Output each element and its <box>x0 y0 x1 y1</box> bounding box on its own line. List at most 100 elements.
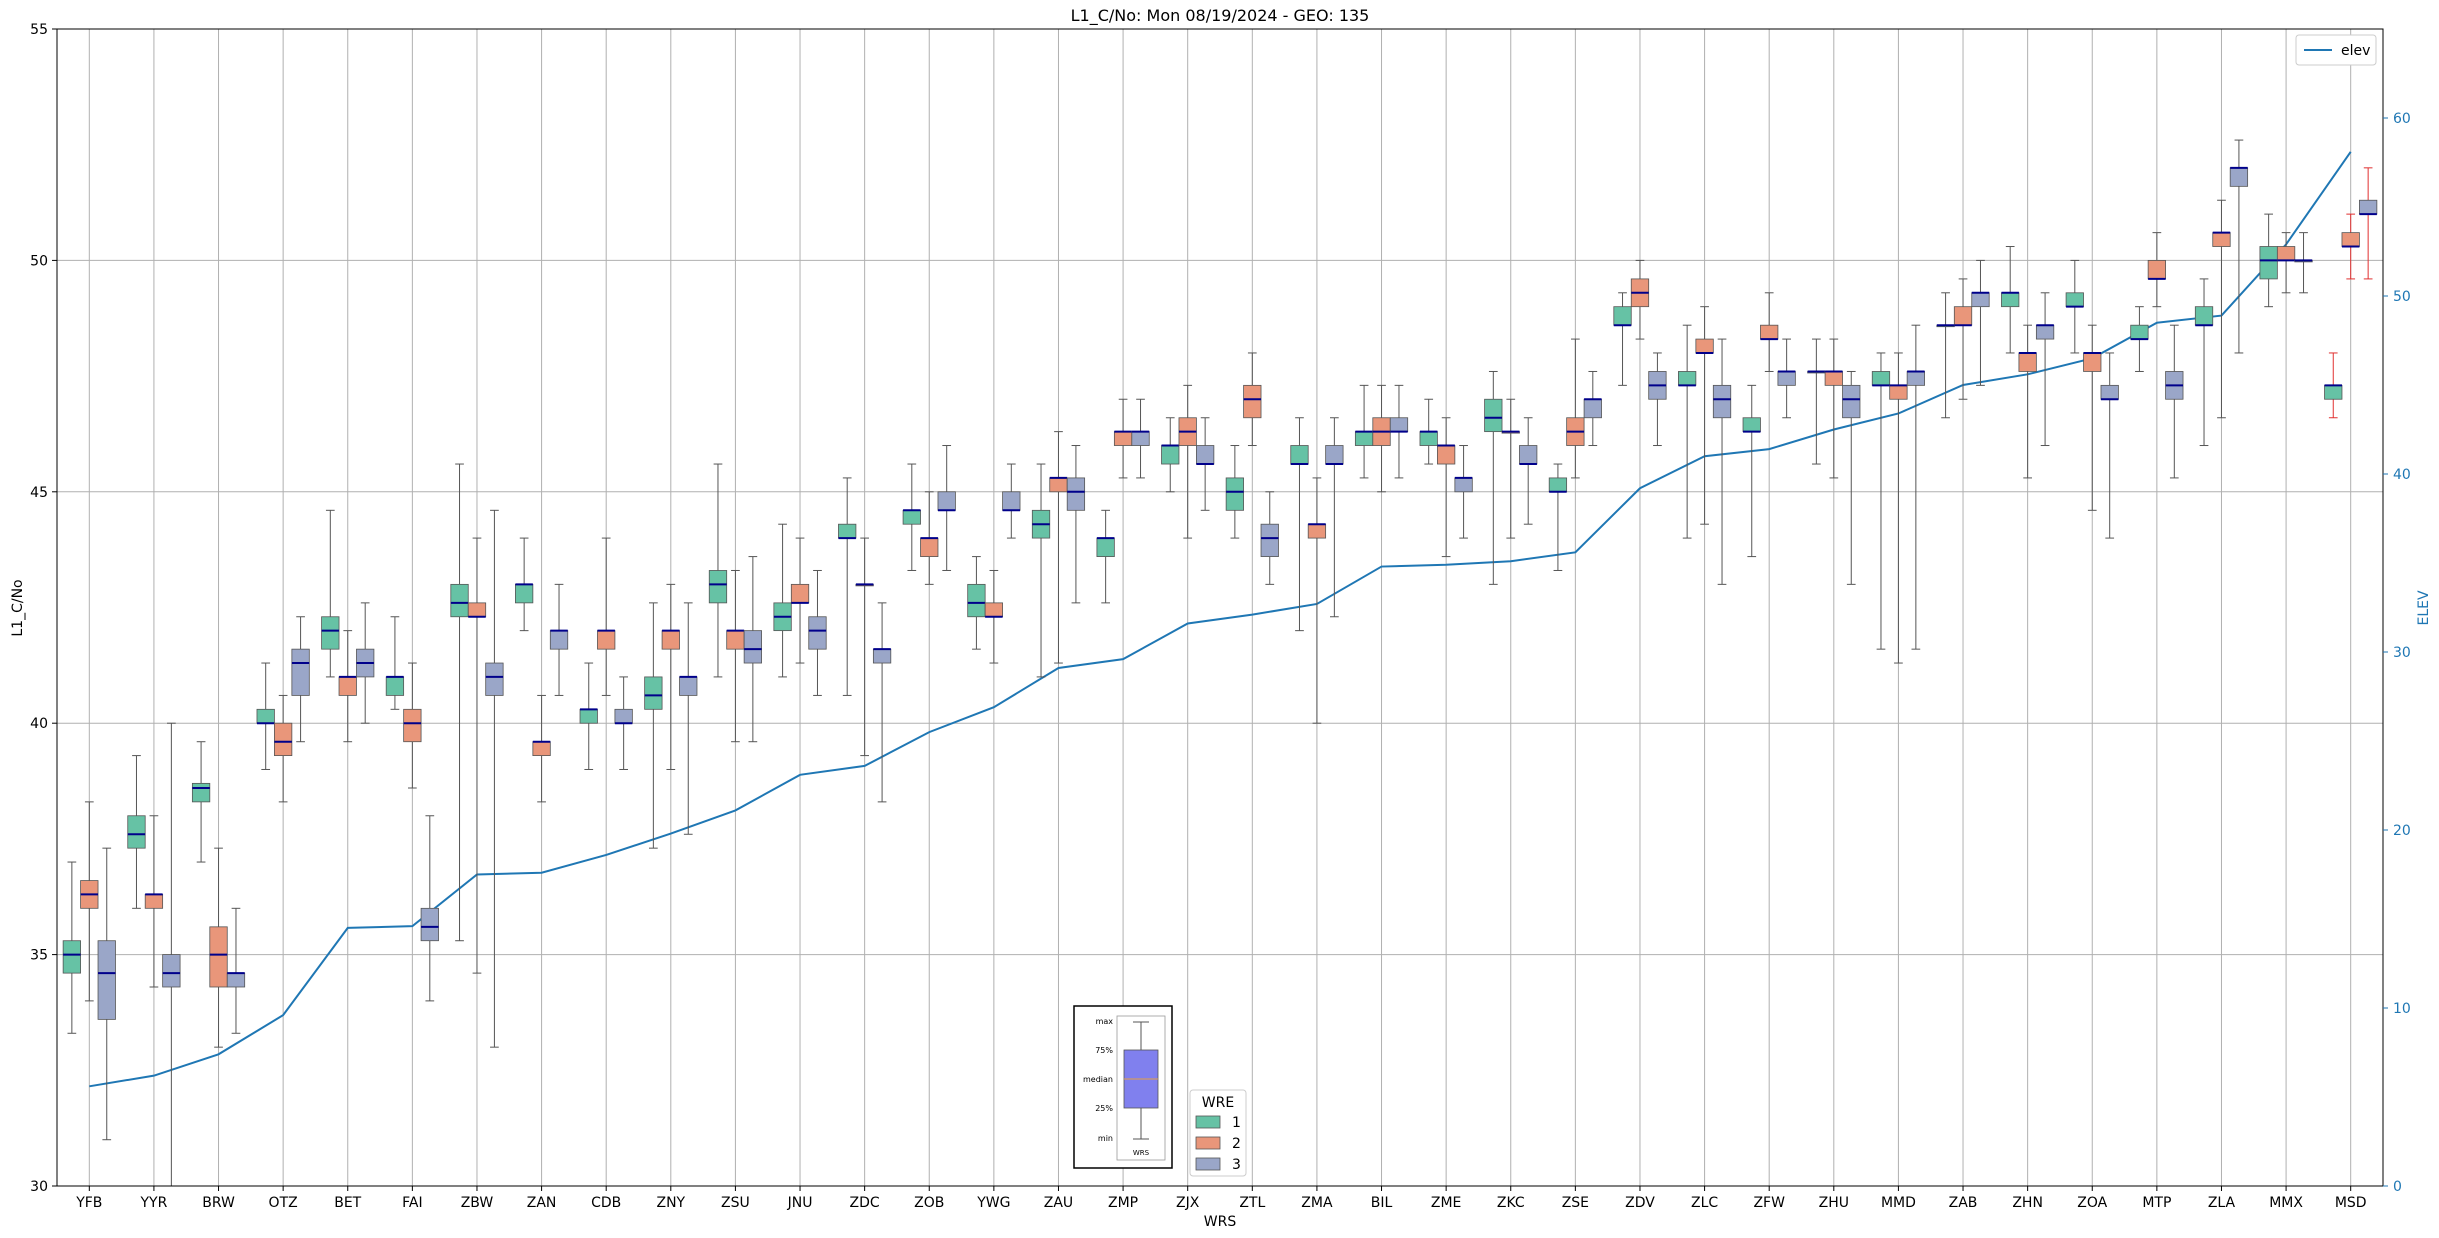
box-2-zbw <box>467 537 487 974</box>
box-body <box>1066 477 1086 511</box>
box-body <box>162 954 181 988</box>
wre-legend-label-2: 2 <box>1232 1136 1241 1152</box>
box-body <box>321 616 340 650</box>
box-2-mmx <box>2276 232 2296 294</box>
box-3-zma <box>1325 417 1344 618</box>
box-1-zkc <box>1484 370 1503 585</box>
box-body <box>1971 292 1990 308</box>
box-3-yfb <box>97 847 116 1141</box>
wre-legend: WRE 1 2 3 <box>1189 1089 1247 1177</box>
box-body <box>2324 384 2343 400</box>
box-3-zab <box>1971 259 1990 386</box>
box-body <box>2100 384 2119 400</box>
box-body <box>1583 398 1602 419</box>
y2-tick-label: 30 <box>2393 645 2411 661</box>
box-body <box>1419 431 1438 446</box>
box-1-mtp <box>2130 306 2149 372</box>
box-1-zdv <box>1613 292 1632 386</box>
box-body <box>937 491 956 511</box>
box-2-zme <box>1437 417 1456 558</box>
box-body <box>1906 371 1925 386</box>
y-tick-label: 45 <box>30 485 48 501</box>
box-2-ywg <box>984 569 1003 664</box>
box-body <box>597 630 616 650</box>
box-body <box>549 630 569 650</box>
y2-tick-label: 0 <box>2393 1179 2402 1195</box>
box-body <box>1437 445 1456 465</box>
box-3-zhn <box>2035 292 2055 447</box>
box-2-msd <box>2341 213 2360 280</box>
box-body <box>1002 491 1021 511</box>
y2-tick-labels: 0 10 20 30 40 50 60 <box>2383 111 2411 1195</box>
box-body <box>144 894 164 909</box>
box-body <box>1260 523 1279 557</box>
x-tick-label: ZJX <box>1176 1195 1200 1211</box>
box-3-cdb <box>614 676 633 770</box>
box-body <box>1613 306 1632 326</box>
y-axis-label: L1_C/No <box>10 579 26 636</box>
box-body <box>62 940 81 974</box>
x-tick-label: ZAU <box>1044 1195 1073 1211</box>
box-body <box>532 741 551 756</box>
box-body <box>97 940 116 1020</box>
box-body <box>743 630 762 664</box>
x-tick-labels: YFB YYR BRW OTZ BET FAI ZBW ZAN CDB ZNY ZSU JNU ZDC Z… <box>75 1186 2367 1211</box>
wre-legend-title: WRE <box>1202 1095 1234 1111</box>
x-tick-label: MTP <box>2142 1195 2171 1211</box>
box-1-zse <box>1548 463 1568 571</box>
x-tick-label: ZMP <box>1108 1195 1138 1211</box>
wre-legend-frame <box>1189 1089 1247 1177</box>
box-1-zme <box>1419 398 1438 465</box>
box-body <box>2259 246 2278 280</box>
box-body <box>1049 477 1068 493</box>
box-body <box>450 583 469 618</box>
box-3-zdv <box>1648 352 1667 447</box>
elev-legend-frame <box>2295 34 2377 66</box>
y2-tick-label: 60 <box>2393 111 2411 127</box>
box-body <box>1695 338 1714 354</box>
x-tick-label: ZFW <box>1753 1195 1785 1211</box>
x-tick-label: ZKC <box>1497 1195 1525 1211</box>
box-2-zdv <box>1630 259 1650 340</box>
box-body <box>967 583 986 618</box>
x-tick-label: ZAB <box>1949 1195 1978 1211</box>
box-body <box>2194 306 2214 326</box>
box-3-zan <box>549 583 569 696</box>
box-2-yyr <box>144 815 164 988</box>
x-tick-label: ZDC <box>850 1195 880 1211</box>
box-body <box>708 570 728 604</box>
box-3-yyr <box>162 722 181 1187</box>
wre-legend-swatch-3 <box>1195 1157 1221 1171</box>
box-body <box>2276 246 2296 261</box>
box-3-zfw <box>1777 338 1796 419</box>
box-body <box>1777 371 1796 386</box>
x-tick-label: ZBW <box>461 1195 494 1211</box>
box-3-zhu <box>1842 370 1861 585</box>
box-3-bet <box>356 602 375 724</box>
box-body <box>2212 232 2231 247</box>
box-body <box>1548 477 1568 493</box>
box-2-zla <box>2212 199 2231 419</box>
box-1-zoa <box>2065 259 2084 354</box>
box-body <box>2065 292 2084 308</box>
box-1-brw <box>191 741 211 863</box>
box-2-zma <box>1307 477 1327 724</box>
box-body <box>338 676 357 696</box>
box-body <box>2341 232 2360 247</box>
x-tick-label: ZLA <box>2208 1195 2236 1211</box>
x-tick-label: ZSE <box>1562 1195 1589 1211</box>
x-tick-label: MSD <box>2335 1195 2367 1211</box>
box-body <box>790 583 810 604</box>
box-body <box>420 907 439 942</box>
wre-legend-swatch-2 <box>1195 1136 1221 1150</box>
box-body <box>1354 431 1374 446</box>
box-body <box>1325 445 1344 465</box>
box-2-zob <box>920 491 939 585</box>
inset-key-label-max: max <box>1096 1017 1114 1026</box>
box-1-zny <box>644 602 663 849</box>
y-tick-label: 55 <box>30 22 48 38</box>
box-2-otz <box>274 694 293 803</box>
box-3-ztl <box>1260 491 1279 585</box>
box-body <box>291 648 310 696</box>
box-body <box>274 722 293 756</box>
